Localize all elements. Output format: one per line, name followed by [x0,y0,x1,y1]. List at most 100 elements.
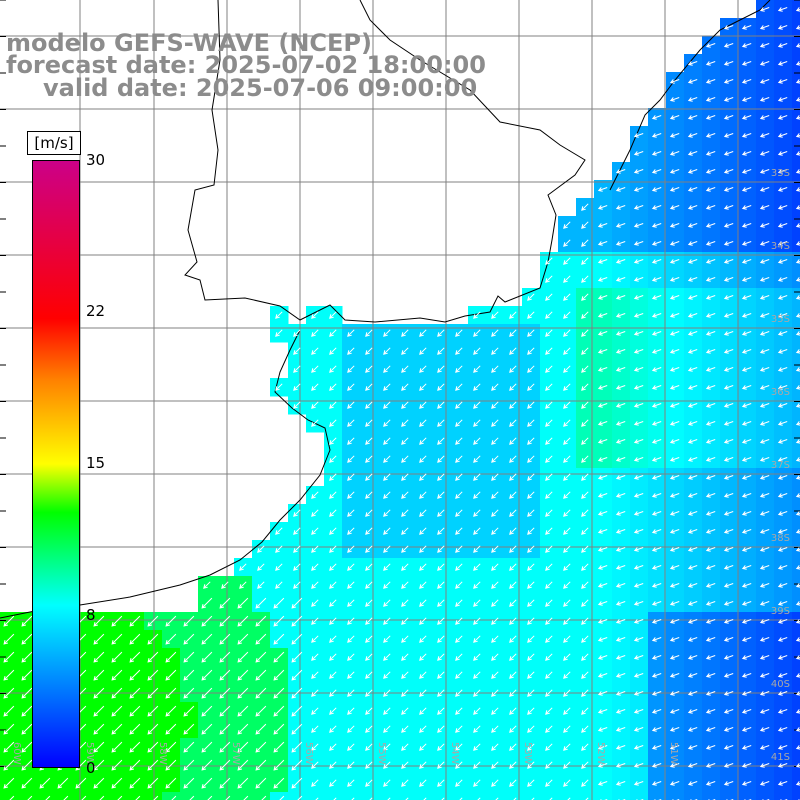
wind-arrow [329,779,337,787]
wind-arrow [723,547,734,552]
wind-arrow [527,581,535,589]
wind-arrow [705,133,716,138]
wind-arrow [437,635,445,643]
wind-arrow [581,761,589,769]
wind-arrow [255,777,267,789]
wind-arrow [759,691,770,696]
wind-arrow [509,743,517,751]
wind-arrow [723,781,734,786]
wind-arrow [563,725,571,733]
wind-speed-cell [180,792,199,800]
wind-arrow [347,473,355,481]
wind-arrow [687,475,698,480]
wind-arrow [509,473,517,481]
wind-arrow [545,383,553,391]
wind-arrow [237,759,249,771]
wind-arrow [581,563,589,571]
wind-arrow [473,653,481,661]
wind-arrow [777,691,788,696]
wind-arrow [741,295,752,300]
wind-arrow [419,761,427,769]
wind-arrow [419,491,427,499]
wind-arrow [473,473,481,481]
wind-arrow [273,777,285,789]
wind-arrow [243,795,249,800]
wind-arrow [597,673,608,678]
wind-arrow [723,169,734,174]
wind-arrow [759,349,770,354]
wind-speed-cell [36,792,55,800]
wind-arrow [437,527,445,535]
wind-arrow [615,655,626,660]
wind-arrow [545,581,553,589]
wind-arrow [741,133,752,138]
wind-arrow [365,635,373,643]
wind-arrow [291,705,303,717]
wind-arrow [329,635,337,643]
wind-speed-cell [792,144,800,163]
wind-arrow [401,455,409,463]
wind-arrow [651,223,662,228]
wind-arrow [549,797,553,800]
wind-arrow [633,565,644,570]
wind-arrow [165,741,177,753]
wind-arrow [153,795,159,800]
wind-arrow [687,421,698,426]
wind-arrow [311,689,319,697]
wind-arrow [597,331,608,336]
wind-arrow [795,133,800,138]
wind-speed-cell [792,774,800,793]
wind-arrow [723,457,734,462]
wind-arrow [401,635,409,643]
wind-arrow [563,707,571,715]
wind-arrow [383,671,391,679]
wind-arrow [651,439,662,444]
wind-arrow [723,529,734,534]
latitude-label: 37S [771,460,790,471]
wind-arrow [669,475,680,480]
wind-arrow [491,419,499,427]
wind-arrow [347,329,355,337]
wind-arrow [401,473,409,481]
wind-arrow [383,527,391,535]
wind-arrow [365,383,373,391]
wind-arrow [615,781,626,786]
wind-arrow [527,671,535,679]
wind-arrow [273,597,285,609]
wind-arrow [651,727,662,732]
wind-arrow [383,329,391,337]
wind-arrow [455,653,463,661]
wind-arrow [455,617,463,625]
wind-arrow [651,601,662,606]
wind-arrow [183,633,195,645]
wind-arrow [455,347,463,355]
wind-arrow [759,43,770,48]
wind-arrow [741,583,752,588]
wind-arrow [705,691,716,696]
wind-arrow [795,601,800,606]
wind-arrow [437,419,445,427]
wind-arrow [365,653,373,661]
wind-arrow [795,115,800,120]
wind-arrow [741,259,752,264]
wind-arrow [795,367,800,372]
wind-arrow [509,419,517,427]
wind-arrow [383,779,391,787]
wind-arrow [527,725,535,733]
wind-arrow [459,797,463,800]
wind-arrow [741,331,752,336]
wind-arrow [669,205,680,210]
wind-arrow [165,615,177,627]
wind-arrow [365,509,373,517]
wind-arrow [741,727,752,732]
wind-arrow [401,527,409,535]
wind-arrow [669,637,680,642]
wind-arrow [705,277,716,282]
wind-arrow [777,475,788,480]
wind-arrow [63,795,69,800]
wind-arrow [293,329,301,337]
wind-arrow [423,797,427,800]
wind-arrow [255,759,267,771]
wind-arrow [633,529,644,534]
wind-arrow [311,491,319,499]
